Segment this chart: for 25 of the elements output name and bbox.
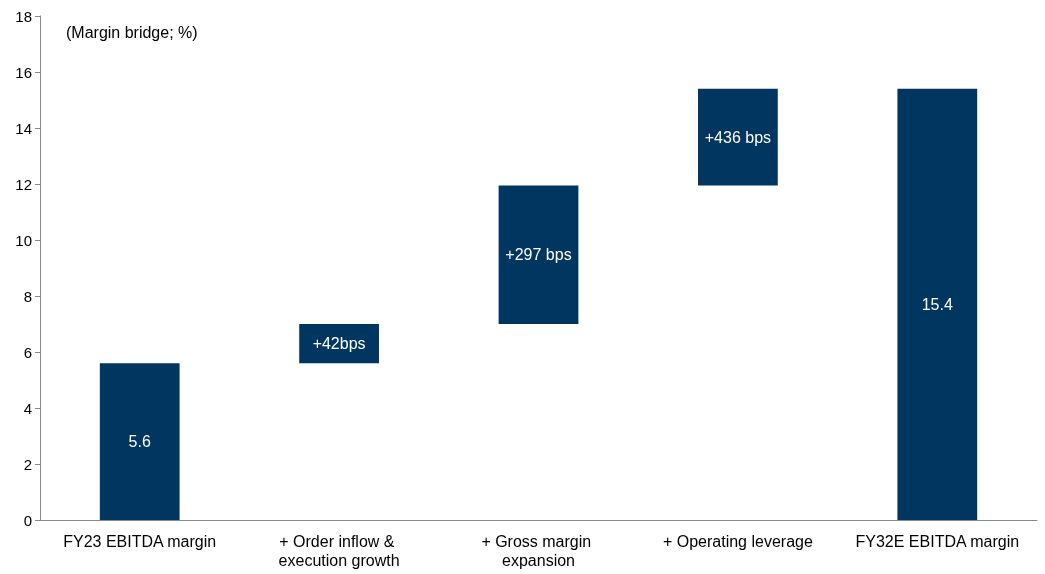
annotation: +297 bps: [505, 246, 572, 264]
y-tick-label: 18: [15, 7, 32, 25]
bar: [897, 88, 978, 520]
y-tick-label: 6: [23, 343, 32, 361]
bar: [698, 88, 778, 186]
y-tick-label: 14: [15, 119, 32, 137]
bar: [498, 185, 579, 324]
annotation: +436 bps: [704, 128, 772, 146]
x-tick-label: FY23 EBITDA margin: [63, 533, 217, 550]
y-tick-label: 12: [15, 175, 32, 193]
y-tick-label: 10: [15, 231, 32, 249]
y-tick-label: 4: [23, 399, 32, 417]
y-tick-label: 16: [15, 63, 32, 81]
y-tick-label: 8: [23, 287, 32, 305]
bar: [99, 363, 180, 520]
y-tick-label: 0: [23, 511, 32, 529]
x-tick-label: + Operating leverage: [662, 533, 813, 550]
y-tick-label: 2: [23, 455, 32, 473]
x-tick-label: FY32E EBITDA margin: [855, 533, 1020, 550]
x-tick-label: + Gross margin expansion: [481, 533, 596, 569]
annotation: (Margin bridge; %): [66, 23, 198, 41]
annotation: +42bps: [312, 335, 366, 353]
data-label: 5.6: [128, 433, 151, 451]
data-label: 15.4: [921, 295, 953, 313]
x-tick-label: + Order inflow & execution growth: [278, 533, 400, 569]
